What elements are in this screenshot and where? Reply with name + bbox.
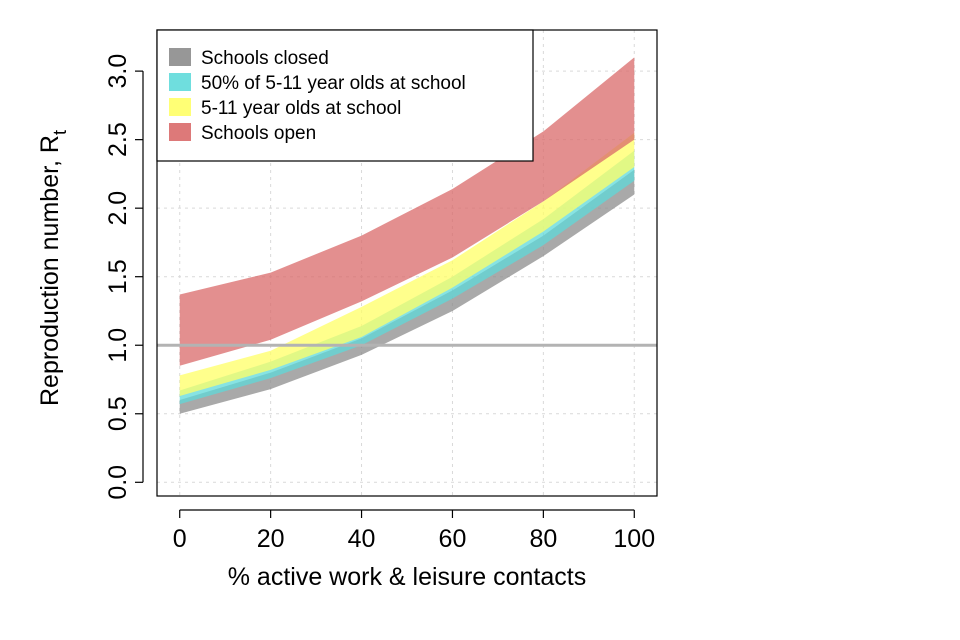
y-axis-label-main: Reproduction number, R [36,135,64,406]
legend-label: 5-11 year olds at school [201,98,401,119]
y-tick-label: 2.0 [104,191,132,226]
series-bands [179,57,635,414]
band-5-11-year-olds-at-school [179,132,635,396]
y-axis-label-subscript: t [50,130,70,135]
x-tick-label: 0 [173,525,187,553]
y-tick-label: 2.5 [104,122,132,157]
legend-swatch [169,48,191,66]
y-tick-label: 3.0 [104,54,132,89]
x-tick-label: 60 [439,525,467,553]
legend: Schools closed 50% of 5-11 year olds at s… [156,29,534,162]
legend-swatch [169,123,191,141]
y-axis-label: Reproduction number, Rt [36,130,70,406]
x-tick-label: 40 [348,525,376,553]
band-schools-open [179,57,635,366]
y-tick-label: 0.5 [104,396,132,431]
x-tick-label: 80 [529,525,557,553]
legend-box [156,29,534,162]
y-tick-label: 0.0 [104,465,132,500]
x-tick-label: 100 [613,525,655,553]
x-axis: 0 20 40 60 80 100 [173,509,655,553]
y-tick-label: 1.5 [104,259,132,294]
legend-swatch [169,73,191,91]
y-axis: 0.0 0.5 1.0 1.5 2.0 2.5 3.0 [104,54,144,500]
x-tick-label: 20 [257,525,285,553]
legend-label: Schools open [201,123,316,144]
legend-swatch [169,98,191,116]
legend-label: Schools closed [201,48,329,69]
y-tick-label: 1.0 [104,328,132,363]
x-axis-label: % active work & leisure contacts [228,563,586,591]
legend-label: 50% of 5-11 year olds at school [201,73,466,94]
